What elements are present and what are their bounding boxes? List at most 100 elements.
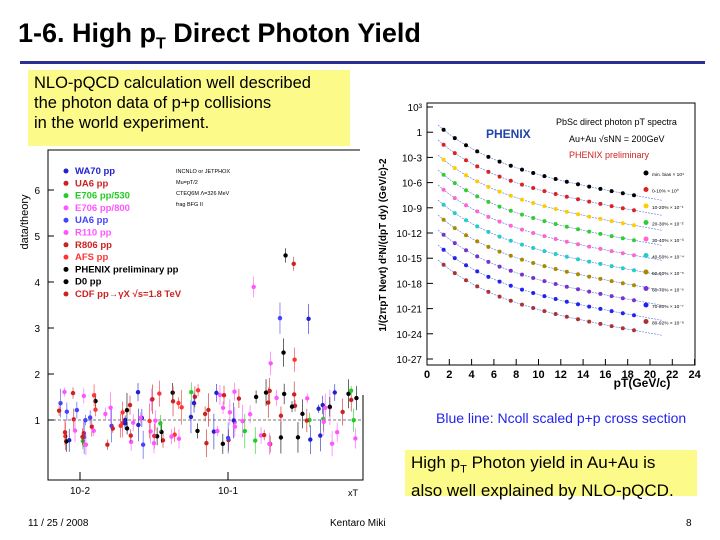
note-line: NLO-pQCD calculation well described: [34, 74, 311, 92]
spectra-point: [542, 234, 547, 239]
data-point: [327, 404, 332, 409]
data-point: [140, 442, 146, 447]
data-point: [295, 435, 301, 440]
spectra-point: [497, 159, 502, 164]
spectra-point: [497, 189, 502, 194]
spectra-xlabel: pT(GeV/c): [614, 376, 671, 390]
spectra-ytick-label: 10-18: [396, 279, 422, 290]
spectra-point: [564, 194, 569, 199]
spectra-xtick-label: 20: [644, 369, 656, 381]
spectra-point: [464, 203, 468, 208]
data-point: [188, 414, 194, 420]
data-point: [351, 418, 356, 423]
slide-title: 1-6. High pT Direct Photon Yield: [18, 18, 421, 53]
spectra-point: [587, 199, 592, 204]
spectra-ytick-label: 10-9: [402, 204, 422, 215]
title-suffix: Direct Photon Yield: [165, 18, 421, 48]
header-line: INCNLO or JETPHOX: [176, 169, 230, 175]
data-point: [204, 440, 209, 446]
spectra-point: [452, 211, 457, 216]
spectra-point: [441, 187, 446, 192]
spectra-point: [609, 189, 614, 194]
data-point: [232, 424, 238, 429]
data-point: [195, 428, 200, 434]
data-point: [176, 400, 181, 406]
footer-date: 11 / 25 / 2008: [28, 518, 89, 529]
spectra-point: [520, 197, 524, 202]
data-point: [62, 430, 68, 435]
legend-marker: [63, 266, 69, 272]
data-point: [110, 426, 116, 431]
spectra-xtick-label: 0: [424, 369, 430, 381]
spectra-point: [632, 268, 636, 273]
data-point: [151, 440, 157, 446]
phenix-logo: PHENIX: [486, 127, 531, 141]
header-line: CTEQ6M Λ=326 MeV: [176, 191, 230, 197]
legend-marker: [63, 254, 69, 260]
spectra-point: [452, 256, 457, 261]
spectra-point: [609, 219, 614, 224]
spectra-point: [576, 302, 580, 307]
spectra-point: [452, 271, 457, 276]
spectra-point: [598, 231, 603, 236]
spectra-point: [576, 272, 580, 277]
spectra-point: [609, 294, 614, 299]
spectra-point: [520, 287, 524, 292]
data-point: [192, 394, 198, 399]
left-data-points: [56, 248, 359, 459]
left-ylabel: data/theory: [19, 194, 31, 250]
data-point: [283, 253, 288, 258]
data-point: [274, 395, 279, 401]
spectra-point: [564, 209, 569, 214]
spectra-point: [452, 181, 457, 186]
spectra-point: [620, 251, 625, 256]
data-point: [120, 410, 125, 415]
data-point: [278, 413, 284, 418]
title-rule: [20, 61, 705, 64]
spectra-point: [620, 191, 625, 196]
data-point: [217, 392, 223, 398]
data-point: [169, 434, 174, 439]
data-point: [232, 389, 237, 394]
ytick-label: 4: [34, 278, 40, 289]
data-theory-plot: data/theory 1 2 3 4 5 6 10-2 10-1 xT INCNLO or…: [18, 142, 373, 512]
left-xlabel: xT: [348, 488, 359, 498]
preliminary-label: PHENIX preliminary: [569, 150, 650, 160]
spectra-point: [464, 143, 468, 148]
spectra-legend-marker: [643, 203, 649, 209]
spectra-point: [475, 239, 480, 244]
data-point: [93, 407, 98, 412]
spectra-ytick-label: 10-3: [402, 153, 422, 164]
spectra-point: [564, 314, 569, 319]
yield-prefix: High p: [411, 453, 461, 472]
spectra-legend-marker: [643, 236, 649, 242]
spectra-ytick-label: 10-15: [396, 254, 422, 265]
spectra-point: [564, 299, 569, 304]
spectra-legend-label: 70-80% × 10⁻⁷: [652, 304, 684, 310]
spectra-point: [475, 164, 480, 169]
spectra-point: [576, 182, 580, 187]
spectra-point: [441, 247, 446, 252]
data-point: [278, 435, 284, 440]
data-point: [214, 390, 219, 396]
spectra-point: [587, 304, 592, 309]
data-point: [231, 418, 236, 423]
data-point: [153, 418, 158, 423]
spectra-legend-marker: [643, 286, 649, 291]
left-header: INCNLO or JETPHOX Mu=pT/2 CTEQ6M Λ=326 MeV…: [176, 169, 230, 208]
data-point: [354, 395, 359, 401]
spectra-point: [475, 149, 480, 154]
spectra-point: [542, 219, 547, 224]
spectra-point: [632, 208, 636, 213]
spectra-point: [564, 179, 569, 184]
legend-label: UA6 pp: [75, 178, 108, 189]
spectra-point: [441, 202, 446, 207]
spectra-point: [632, 238, 636, 243]
spectra-point: [508, 283, 513, 288]
data-point: [281, 391, 287, 397]
spectra-point: [598, 276, 603, 281]
spectra-point: [587, 259, 592, 264]
xtick-label: 10-2: [70, 486, 90, 497]
spectra-legend-marker: [643, 187, 649, 192]
spectra-point: [508, 208, 513, 213]
